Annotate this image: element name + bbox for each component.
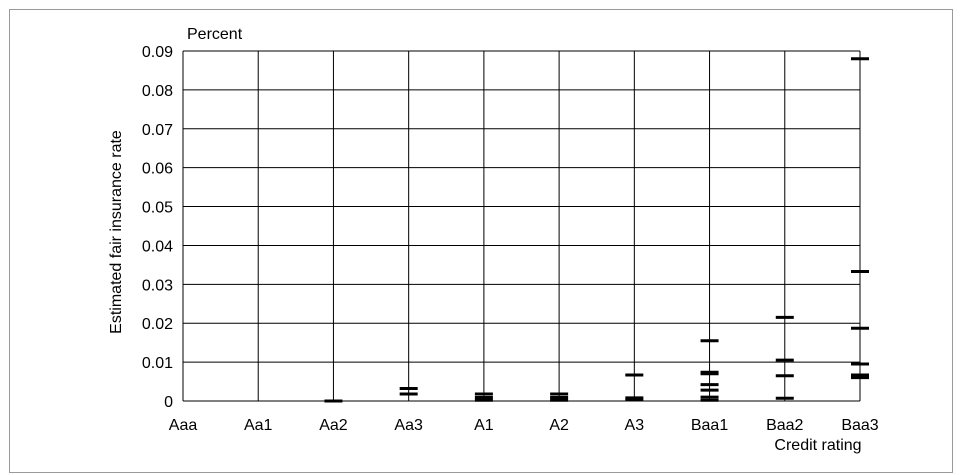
x-tick-label: Baa1 [691,417,728,434]
y-tick-label: 0.06 [142,161,173,178]
data-points [324,57,869,403]
x-tick-label: Aa2 [319,417,348,434]
x-tick-label: A2 [549,417,569,434]
y-tick-label: 0.09 [142,44,173,61]
y-tick-labels: 0 0.01 0.02 0.03 0.04 0.05 0.06 0.07 0.08 0.09 [142,44,173,411]
y-unit-label: Percent [187,26,243,43]
y-tick-label: 0 [164,394,173,411]
y-tick-label: 0.07 [142,122,173,139]
x-tick-label: A1 [474,417,494,434]
chart-frame [9,9,953,473]
x-tick-labels: Aaa Aa1 Aa2 Aa3 A1 A2 A3 Baa1 Baa2 Baa3 [169,417,879,434]
x-tick-label: Baa2 [766,417,803,434]
y-tick-label: 0.08 [142,83,173,100]
y-axis-label: Estimated fair insurance rate [108,130,125,334]
y-tick-label: 0.03 [142,277,173,294]
x-tick-label: Baa3 [841,417,878,434]
grid-lines [182,50,861,402]
y-tick-label: 0.04 [142,238,173,255]
x-tick-label: Aaa [169,417,198,434]
y-tick-label: 0.01 [142,355,173,372]
x-tick-label: Aa1 [244,417,273,434]
x-tick-label: Aa3 [394,417,423,434]
y-tick-label: 0.05 [142,200,173,217]
x-axis-label: Credit rating [774,437,861,454]
x-tick-label: A3 [625,417,645,434]
y-tick-label: 0.02 [142,316,173,333]
